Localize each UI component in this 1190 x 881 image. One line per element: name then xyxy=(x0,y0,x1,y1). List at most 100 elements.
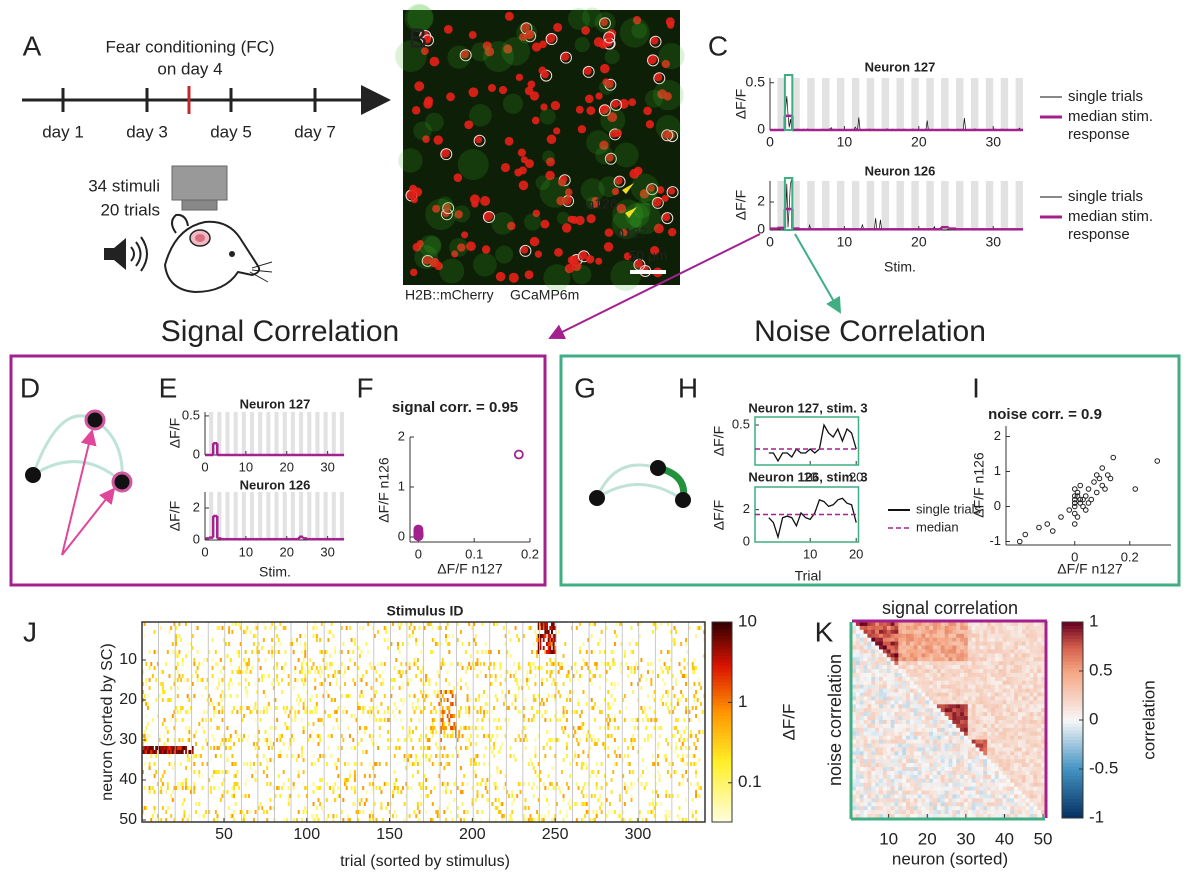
scatter-point xyxy=(1082,507,1089,513)
nucleus xyxy=(420,47,429,56)
colorbar-frame xyxy=(711,621,733,823)
heat-cell xyxy=(191,754,194,758)
heat-cell xyxy=(474,742,477,746)
matrix-cell xyxy=(948,629,953,635)
heat-cell xyxy=(676,730,679,734)
heat-cell xyxy=(468,738,471,742)
heat-cell xyxy=(418,706,421,710)
heat-cell xyxy=(214,662,217,666)
matrix-cell xyxy=(913,688,918,693)
heat-cell xyxy=(544,754,547,758)
heat-cell xyxy=(186,710,189,714)
matrix-cell xyxy=(879,622,884,627)
matrix-cell xyxy=(879,641,884,646)
heat-cell xyxy=(380,662,383,666)
heat-cell xyxy=(421,682,424,686)
matrix-cell xyxy=(859,633,864,638)
matrix-cell xyxy=(952,629,957,635)
matrix-cell xyxy=(998,657,1003,662)
cell-dots xyxy=(395,3,685,292)
heat-cell xyxy=(269,726,272,730)
heat-cell xyxy=(502,814,505,818)
heat-cell xyxy=(430,754,433,758)
heat-cell xyxy=(256,650,259,654)
heat-cell xyxy=(300,650,303,654)
heat-cell xyxy=(223,738,226,742)
heat-cell xyxy=(537,626,540,630)
heat-cell xyxy=(507,630,510,634)
heat-cell xyxy=(464,706,467,710)
heat-cell xyxy=(158,734,161,738)
section-title: Signal Correlation xyxy=(161,315,399,348)
heat-cell xyxy=(304,654,307,658)
heat-cell xyxy=(504,734,507,738)
stim-band xyxy=(225,492,230,540)
matrix-cell xyxy=(902,712,907,717)
heat-cell xyxy=(243,762,245,766)
matrix-cell xyxy=(971,661,976,666)
matrix-cell xyxy=(894,704,899,709)
heat-cell xyxy=(630,782,633,786)
matrix-cell xyxy=(960,657,965,662)
matrix-cell xyxy=(1033,669,1038,674)
matrix-cell xyxy=(879,676,884,682)
heat-cell xyxy=(565,718,568,722)
matrix-cell xyxy=(1037,661,1042,666)
heat-cell xyxy=(599,650,601,654)
heat-cell xyxy=(325,762,328,766)
heat-cell xyxy=(451,690,454,694)
heat-cell xyxy=(339,650,342,654)
matrix-cell xyxy=(1006,680,1011,686)
matrix-cell xyxy=(983,629,988,635)
heat-cell xyxy=(443,734,446,738)
heat-cell xyxy=(595,782,598,786)
nucleus xyxy=(518,180,529,191)
heat-cell xyxy=(663,682,666,686)
nucleus xyxy=(578,250,588,260)
scatter-point xyxy=(1093,489,1100,496)
matrix-cell xyxy=(925,720,930,725)
heat-cell xyxy=(170,814,173,818)
heat-cell xyxy=(524,698,527,702)
matrix-cell xyxy=(890,704,895,709)
matrix-cell xyxy=(902,665,907,670)
gcamp xyxy=(604,49,620,65)
heat-cell xyxy=(493,754,496,758)
heat-cell xyxy=(322,658,325,662)
matrix-cell xyxy=(956,622,961,627)
heat-cell xyxy=(269,806,272,810)
heat-cell xyxy=(554,646,557,650)
heat-cell xyxy=(446,754,449,758)
heat-cell xyxy=(150,754,153,758)
heat-cell xyxy=(231,794,234,798)
heat-cell xyxy=(441,790,444,794)
heat-cell xyxy=(446,622,449,626)
matrix-cell xyxy=(990,657,996,662)
heat-cell xyxy=(642,758,645,762)
heat-cell xyxy=(690,718,693,722)
matrix-cell xyxy=(1017,622,1023,627)
heat-cell xyxy=(191,674,194,678)
heat-cell xyxy=(406,758,409,762)
heat-cell xyxy=(213,738,216,742)
matrix-cell xyxy=(855,704,861,709)
heat-cell xyxy=(377,662,380,666)
heat-cell xyxy=(527,678,530,682)
heat-cell xyxy=(612,658,615,662)
heat-cell xyxy=(213,714,216,718)
nucleus xyxy=(650,36,659,45)
heat-cell xyxy=(327,638,330,642)
nucleus xyxy=(527,80,536,89)
nucleus xyxy=(553,127,561,135)
matrix-cell xyxy=(913,720,918,725)
nucleus xyxy=(409,184,418,193)
heat-cell xyxy=(592,622,595,626)
heat-cell xyxy=(213,818,216,822)
heat-cell xyxy=(537,734,540,738)
matrix-cell xyxy=(875,645,880,650)
heat-cell xyxy=(642,818,645,822)
stim-band xyxy=(331,492,336,540)
matrix-cell xyxy=(944,633,949,638)
heat-cell xyxy=(493,742,496,746)
colorbar-cell xyxy=(712,715,732,720)
